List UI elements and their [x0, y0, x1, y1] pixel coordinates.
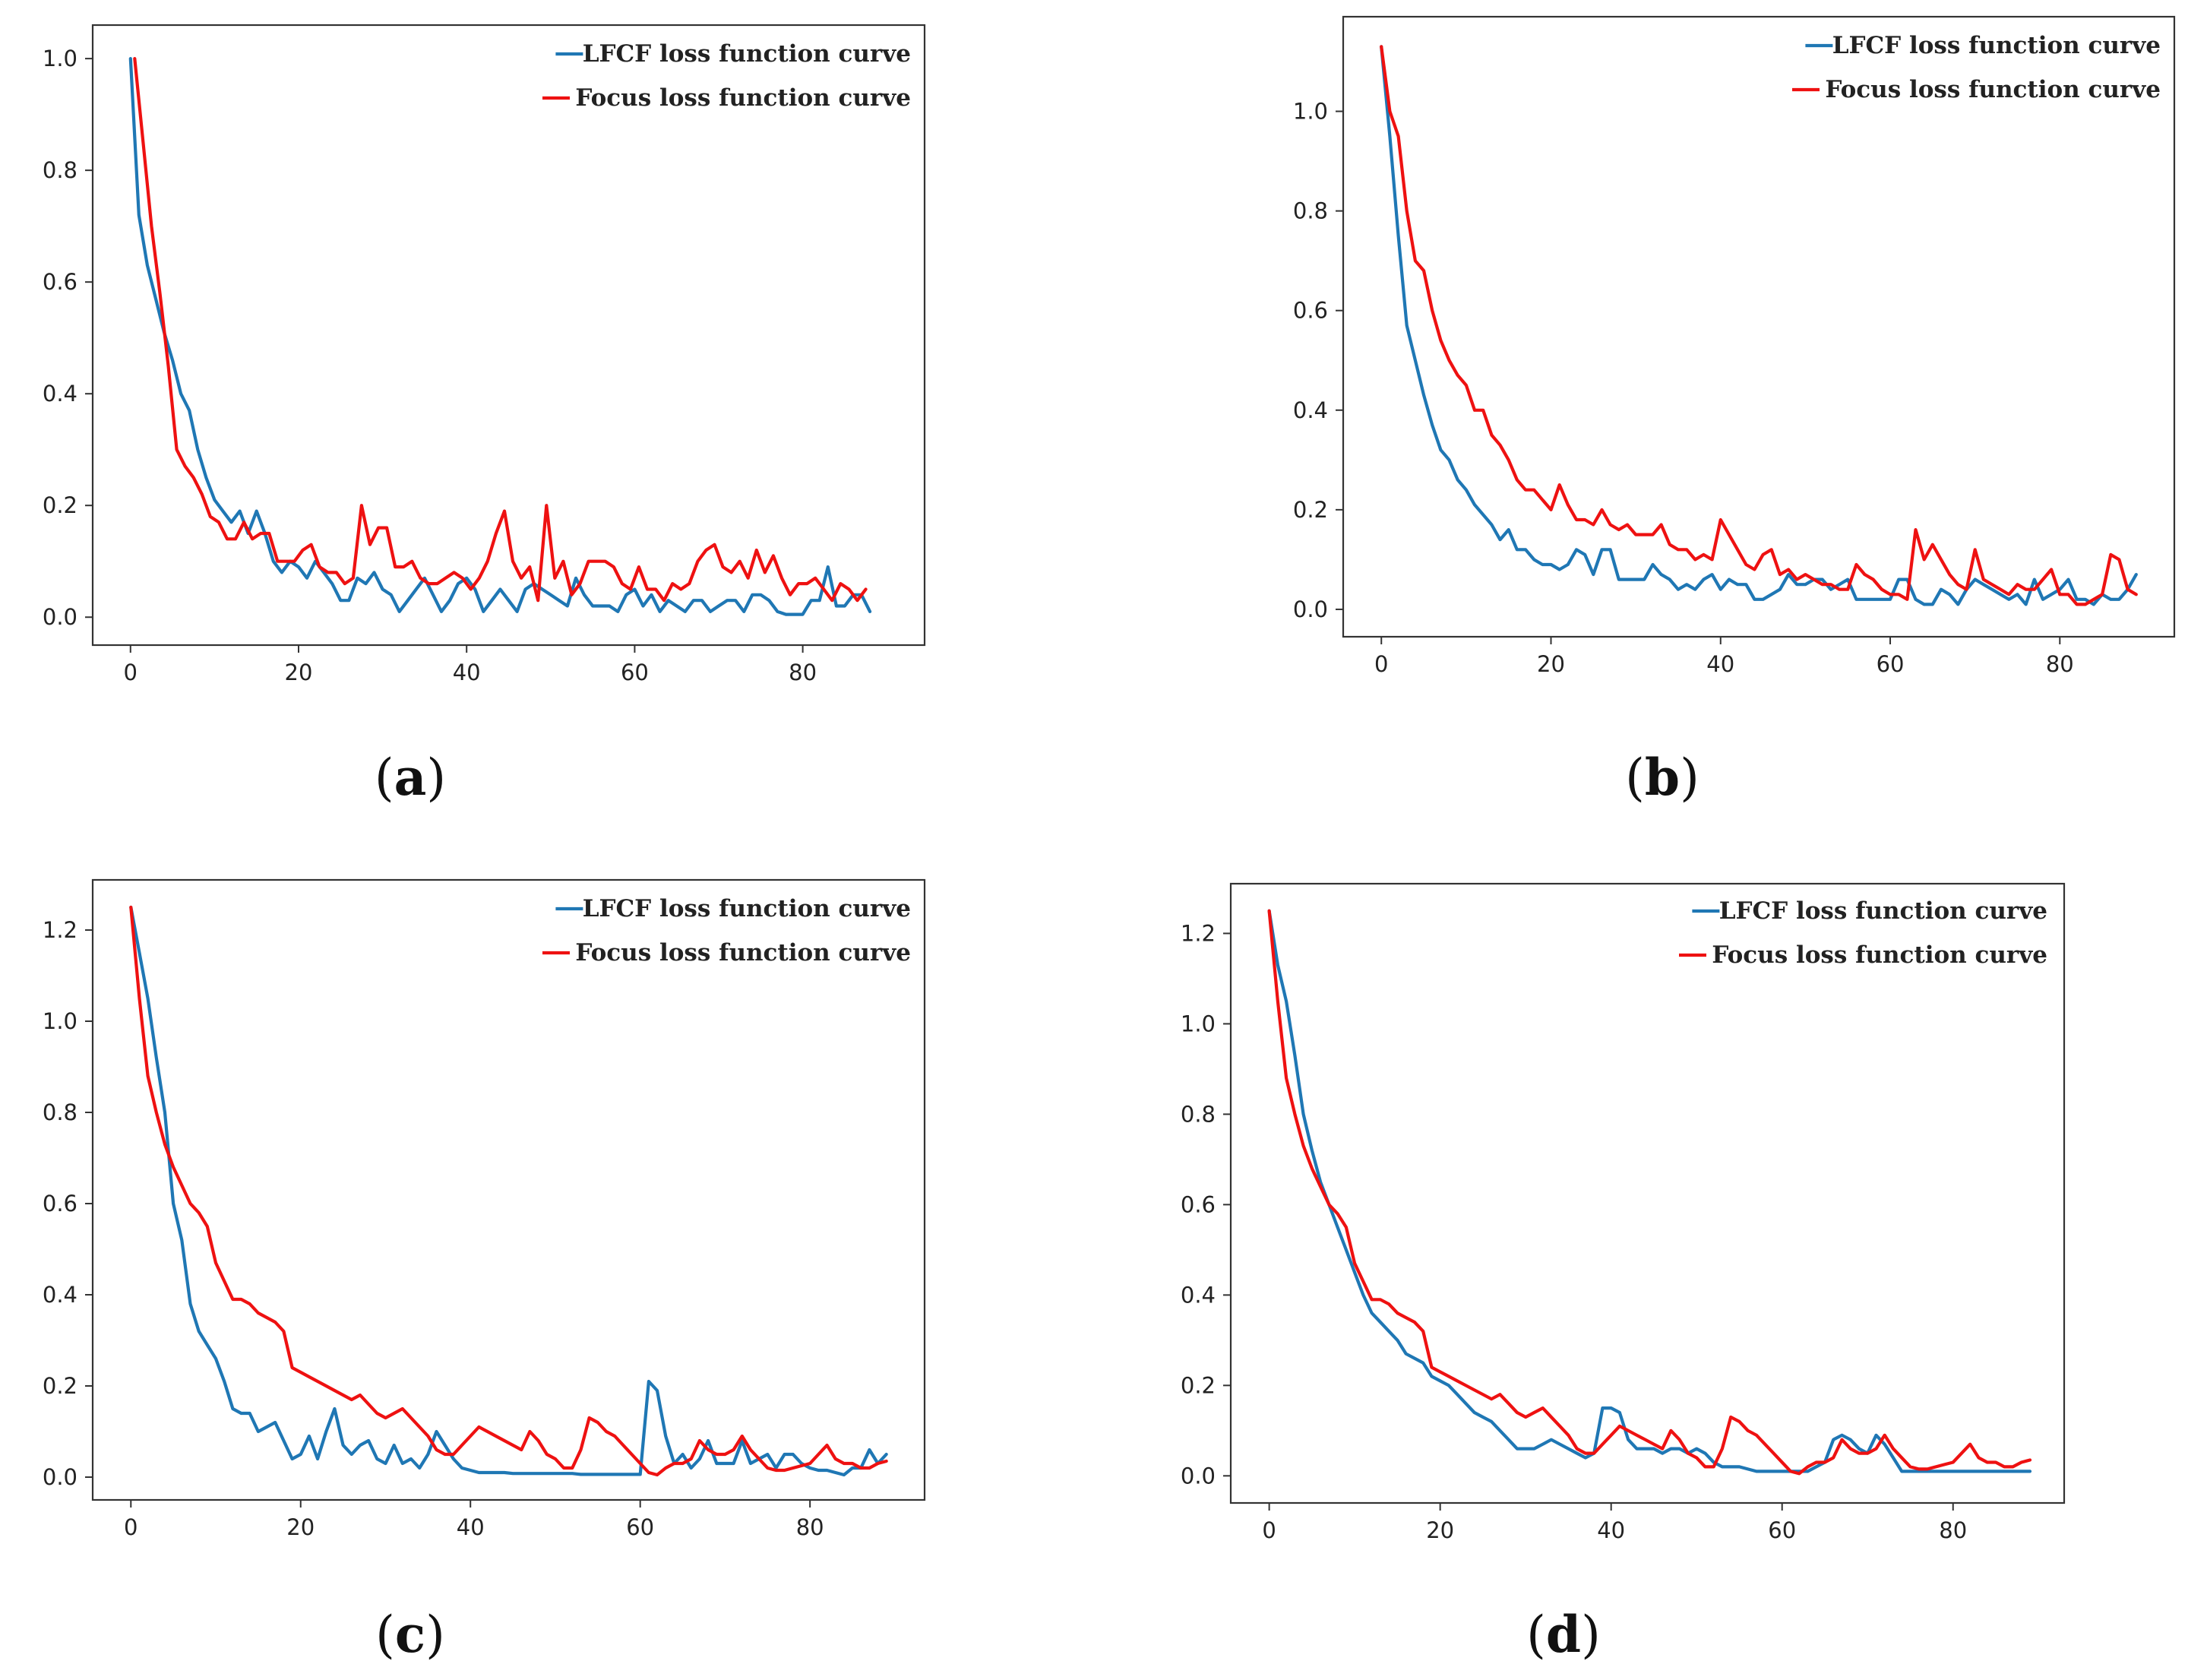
x-tick-label: 20	[285, 660, 313, 685]
x-tick-label: 0	[1374, 651, 1388, 677]
y-tick-label: 0.0	[1181, 1463, 1216, 1489]
y-tick-label: 0.8	[43, 157, 77, 183]
y-tick-label: 0.4	[43, 381, 77, 407]
y-tick-label: 0.6	[43, 1191, 77, 1216]
focus-loss-line	[1380, 45, 2138, 606]
lfcf-loss-line	[128, 56, 872, 616]
subplot-label-d: (d)	[1526, 1605, 1601, 1664]
legend-label-focus: Focus loss function curve	[1825, 76, 2161, 103]
y-tick-label: 0.6	[1293, 298, 1328, 324]
y-tick-label: 0.0	[43, 1464, 77, 1490]
y-tick-label: 0.8	[1181, 1101, 1216, 1127]
y-tick-label: 0.2	[1293, 497, 1328, 523]
lfcf-loss-line	[1380, 45, 2138, 606]
x-tick-label: 0	[1262, 1517, 1276, 1543]
y-tick-label: 0.6	[43, 269, 77, 295]
y-tick-label: 1.0	[43, 46, 77, 71]
legend-label-lfcf: LFCF loss function curve	[1719, 897, 2047, 925]
x-tick-label: 0	[124, 1514, 138, 1540]
y-tick-label: 0.2	[43, 1373, 77, 1399]
y-tick-label: 0.2	[1181, 1372, 1216, 1398]
lfcf-loss-line	[1267, 909, 2032, 1473]
legend-label-lfcf: LFCF loss function curve	[583, 895, 911, 922]
x-tick-label: 80	[2046, 651, 2074, 677]
plot-frame	[1229, 882, 2066, 1504]
subplot-label-b: (b)	[1625, 748, 1699, 807]
y-tick-label: 0.0	[43, 604, 77, 630]
x-tick-label: 60	[1768, 1517, 1796, 1543]
x-tick-label: 60	[1877, 651, 1905, 677]
y-tick-label: 0.4	[1293, 397, 1328, 423]
y-tick-label: 0.4	[43, 1282, 77, 1308]
y-tick-label: 0.6	[1181, 1191, 1216, 1217]
y-tick-label: 0.8	[43, 1099, 77, 1125]
legend-label-lfcf: LFCF loss function curve	[1832, 32, 2161, 59]
x-tick-label: 0	[124, 660, 138, 685]
x-tick-label: 40	[457, 1514, 485, 1540]
y-tick-label: 1.0	[43, 1008, 77, 1034]
x-tick-label: 40	[1597, 1517, 1625, 1543]
x-tick-label: 60	[621, 660, 649, 685]
subplot-c: 0 20 40 60 80 0.0 0.2 0.4 0.6 0.8 1.0 1.2 LFCF loss …	[43, 878, 926, 1540]
subplot-a: 0 20 40 60 80 0.0 0.2 0.4 0.6 0.8 1.0 LFCF loss fun…	[43, 24, 926, 685]
y-tick-label: 1.2	[43, 917, 77, 943]
focus-loss-line	[1267, 909, 2032, 1476]
x-tick-label: 40	[453, 660, 481, 685]
y-tick-label: 0.2	[43, 492, 77, 518]
legend-label-focus: Focus loss function curve	[575, 84, 911, 112]
x-tick-label: 80	[789, 660, 817, 685]
y-tick-label: 1.2	[1181, 920, 1216, 946]
x-tick-label: 80	[796, 1514, 824, 1540]
plot-frame	[1342, 15, 2176, 638]
x-tick-label: 40	[1706, 651, 1734, 677]
subplot-label-c: (c)	[375, 1605, 445, 1664]
x-tick-label: 80	[1939, 1517, 1967, 1543]
subplot-label-a: (a)	[375, 748, 446, 807]
plot-frame	[91, 878, 926, 1501]
y-tick-label: 1.0	[1181, 1011, 1216, 1036]
y-tick-label: 1.0	[1293, 99, 1328, 125]
subplot-d: 0 20 40 60 80 0.0 0.2 0.4 0.6 0.8 1.0 1.2 LFCF loss …	[1181, 882, 2066, 1543]
subplot-b: 0 20 40 60 80 0.0 0.2 0.4 0.6 0.8 1.0 LFCF loss fun…	[1293, 15, 2176, 677]
focus-loss-line	[133, 56, 868, 603]
legend-label-lfcf: LFCF loss function curve	[583, 40, 911, 68]
legend-label-focus: Focus loss function curve	[575, 939, 911, 967]
x-tick-label: 60	[626, 1514, 654, 1540]
x-tick-label: 20	[1426, 1517, 1454, 1543]
focus-loss-line	[129, 905, 888, 1477]
x-tick-label: 20	[1537, 651, 1565, 677]
legend-label-focus: Focus loss function curve	[1712, 941, 2047, 969]
plot-frame	[91, 24, 926, 647]
x-tick-label: 20	[286, 1514, 315, 1540]
y-tick-label: 0.0	[1293, 596, 1328, 622]
y-tick-label: 0.4	[1181, 1282, 1216, 1308]
y-tick-label: 0.8	[1293, 198, 1328, 224]
